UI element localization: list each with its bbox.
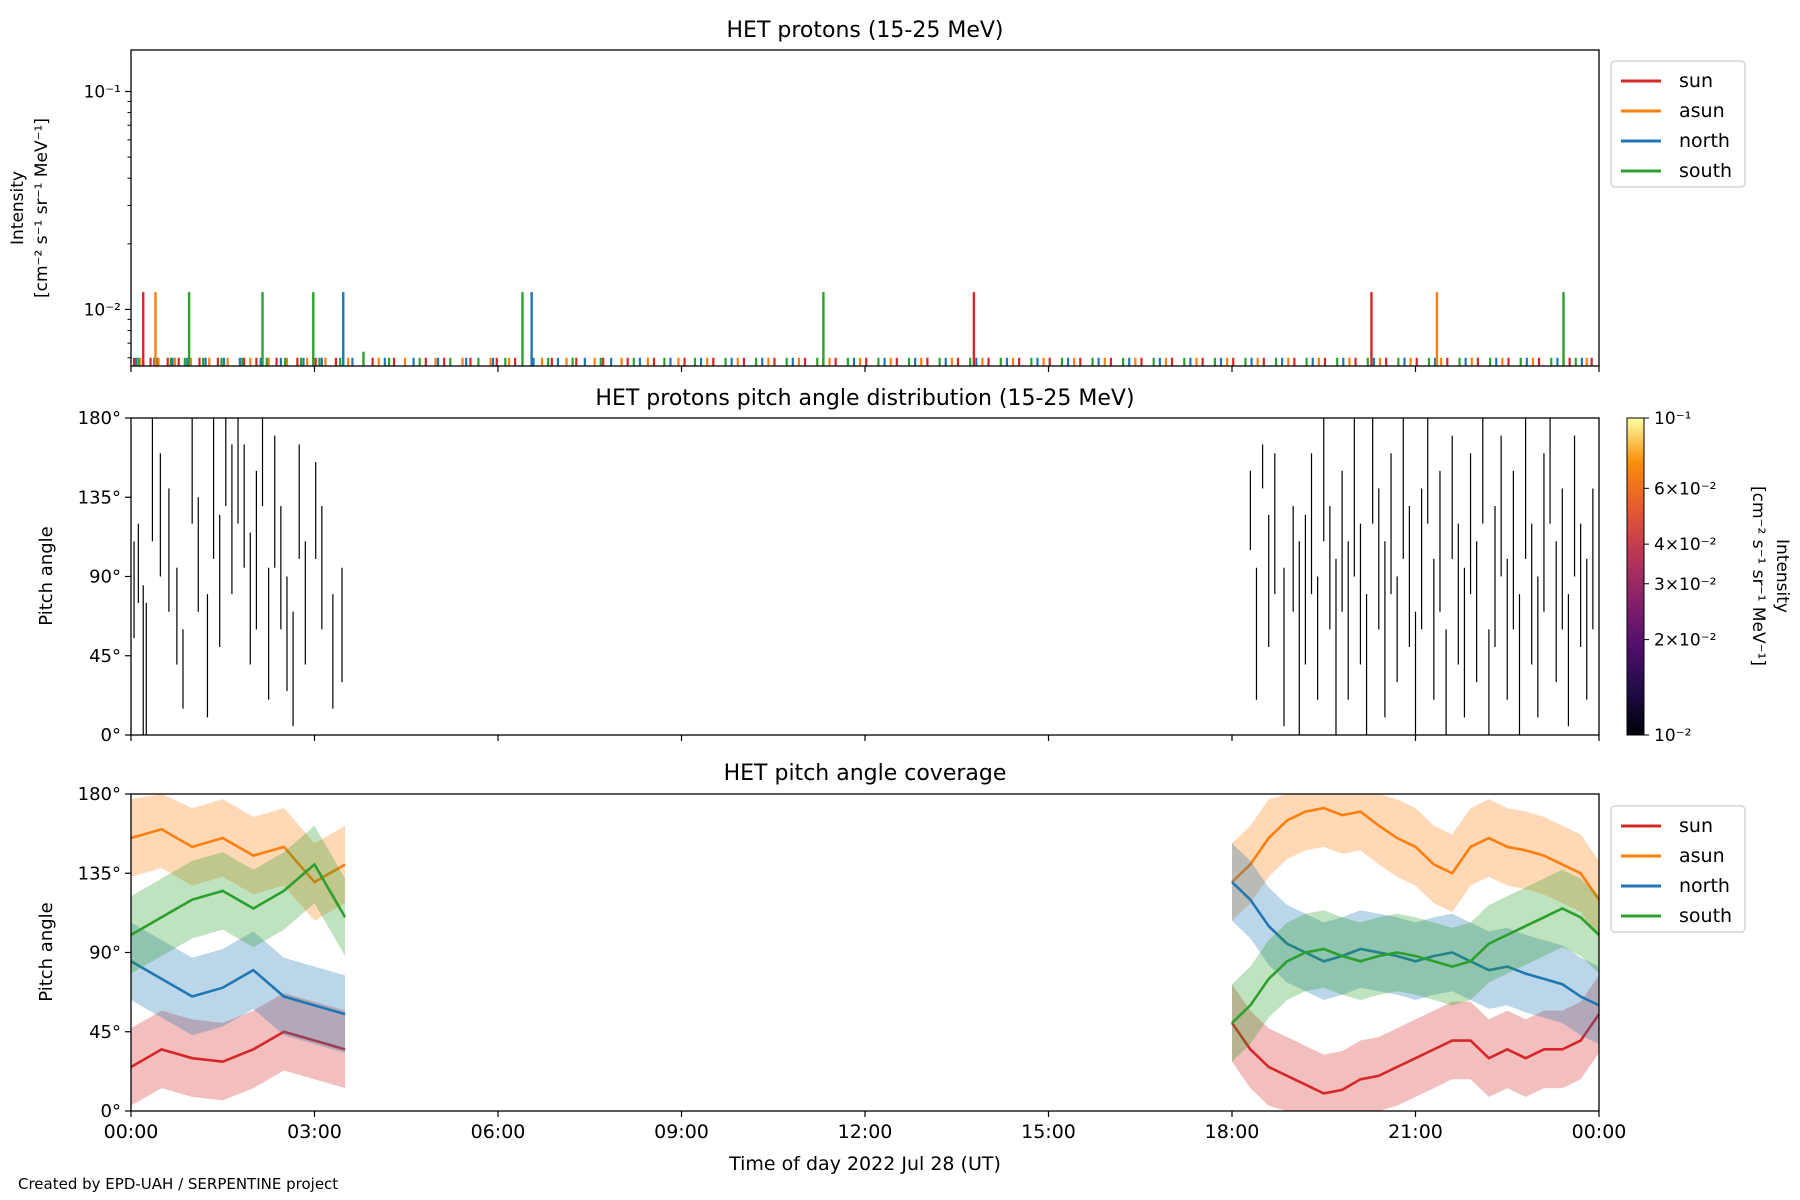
colorbar-bar xyxy=(1626,417,1645,736)
coverage-south-line xyxy=(1231,907,1600,1024)
legend-north-label: north xyxy=(1679,130,1730,152)
pad-ytick-label: 45° xyxy=(89,646,121,667)
coverage-xtick-label: 03:00 xyxy=(287,1121,342,1143)
coverage-asun-line xyxy=(1231,806,1601,901)
pad-colorbar-label: Intensity [cm⁻² s⁻¹ sr⁻¹ MeV⁻¹] xyxy=(1748,486,1792,666)
coverage-asun-line xyxy=(130,827,346,884)
intensity-panel-ylabel: Intensity [cm⁻² s⁻¹ sr⁻¹ MeV⁻¹] xyxy=(8,118,52,298)
coverage-xtick-label: 06:00 xyxy=(471,1121,526,1143)
colorbar-tick-label: 3×10⁻² xyxy=(1654,575,1716,595)
legend-asun-label: asun xyxy=(1679,100,1725,122)
coverage-ytick-label: 45° xyxy=(89,1022,121,1043)
legend-sun-label: sun xyxy=(1679,815,1713,837)
colorbar-tick-label: 10⁻¹ xyxy=(1654,409,1691,429)
coverage-xtick-label: 09:00 xyxy=(654,1121,709,1143)
coverage-asun-band xyxy=(1232,794,1599,939)
legend-south-label: south xyxy=(1679,160,1732,182)
coverage-panel-ylabel: Pitch angle xyxy=(36,902,57,1001)
intensity-ylabel-line1: Intensity xyxy=(8,171,28,245)
coverage-sun-line xyxy=(1230,1013,1601,1095)
intensity-ylabel-line2: [cm⁻² s⁻¹ sr⁻¹ MeV⁻¹] xyxy=(32,118,52,298)
intensity-panel: HET protons (15-25 MeV) Intensity [cm⁻² … xyxy=(8,18,1746,367)
pad-ytick-label: 135° xyxy=(78,487,121,508)
legend-box xyxy=(1610,60,1746,188)
coverage-ytick-label: 90° xyxy=(89,943,121,964)
coverage-xtick-label: 00:00 xyxy=(1572,1121,1627,1143)
coverage-plot-area xyxy=(130,794,1601,1111)
pad-ytick-label: 180° xyxy=(78,408,121,429)
coverage-panel-title: HET pitch angle coverage xyxy=(724,761,1007,786)
coverage-xtick-label: 18:00 xyxy=(1205,1121,1260,1143)
coverage-north-line xyxy=(1231,881,1600,1007)
legend-south-label: south xyxy=(1679,905,1732,927)
coverage-panel: HET pitch angle coverage Pitch angle sun… xyxy=(36,761,1746,1175)
coverage-sun-line xyxy=(130,1030,346,1069)
colorbar-tick-label: 4×10⁻² xyxy=(1654,535,1716,555)
coverage-xtick-label: 00:00 xyxy=(104,1121,159,1143)
coverage-sun-band xyxy=(1232,975,1599,1111)
intensity-plot-area xyxy=(132,292,1593,366)
pad-ytick-label: 0° xyxy=(101,725,121,746)
legend-box xyxy=(1610,805,1746,933)
colorbar-label-line1: Intensity xyxy=(1772,539,1792,613)
coverage-asun-band xyxy=(131,794,346,921)
coverage-sun-band xyxy=(131,993,346,1106)
colorbar-tick-label: 6×10⁻² xyxy=(1654,479,1716,499)
coverage-south-band xyxy=(1232,869,1599,1062)
axes-ticks: 10⁻¹ 10⁻² 0° 45° 90° 135° 180° 0° 45° 90° 135° 180°… xyxy=(78,82,1627,1143)
coverage-xtick-label: 12:00 xyxy=(838,1121,893,1143)
coverage-panel-xlabel: Time of day 2022 Jul 28 (UT) xyxy=(728,1153,1001,1175)
footer-credit: Created by EPD-UAH / SERPENTINE project xyxy=(18,1175,339,1193)
pad-panel-title: HET protons pitch angle distribution (15… xyxy=(595,386,1134,411)
intensity-ytick-label: 10⁻² xyxy=(84,300,121,320)
intensity-panel-title: HET protons (15-25 MeV) xyxy=(727,18,1004,43)
intensity-panel-frame xyxy=(130,49,1600,367)
intensity-ytick-label: 10⁻¹ xyxy=(84,82,121,102)
coverage-north-line xyxy=(130,960,346,1016)
coverage-xtick-label: 15:00 xyxy=(1021,1121,1076,1143)
legend-north-label: north xyxy=(1679,875,1730,897)
pad-plot-area xyxy=(133,418,1594,735)
coverage-ytick-label: 180° xyxy=(78,784,121,805)
coverage-xtick-label: 21:00 xyxy=(1388,1121,1443,1143)
intensity-legend: sun asun north south xyxy=(1610,60,1746,188)
coverage-ytick-label: 135° xyxy=(78,863,121,884)
colorbar-tick-label: 2×10⁻² xyxy=(1654,631,1716,651)
pad-panel: HET protons pitch angle distribution (15… xyxy=(36,386,1792,746)
coverage-north-band xyxy=(131,922,346,1053)
pad-colorbar: 10⁻¹ 6×10⁻² 4×10⁻² 3×10⁻² 2×10⁻² 10⁻² xyxy=(1626,409,1716,746)
legend-asun-label: asun xyxy=(1679,845,1725,867)
coverage-north-band xyxy=(1232,843,1599,1045)
coverage-south-line xyxy=(130,862,347,937)
legend-sun-label: sun xyxy=(1679,70,1713,92)
coverage-legend: sun asun north south xyxy=(1610,805,1746,933)
colorbar-tick-label: 10⁻² xyxy=(1654,726,1691,746)
pad-ytick-label: 90° xyxy=(89,567,121,588)
pad-panel-ylabel: Pitch angle xyxy=(36,526,57,625)
colorbar-label-line2: [cm⁻² s⁻¹ sr⁻¹ MeV⁻¹] xyxy=(1748,486,1768,666)
coverage-ytick-label: 0° xyxy=(101,1101,121,1122)
